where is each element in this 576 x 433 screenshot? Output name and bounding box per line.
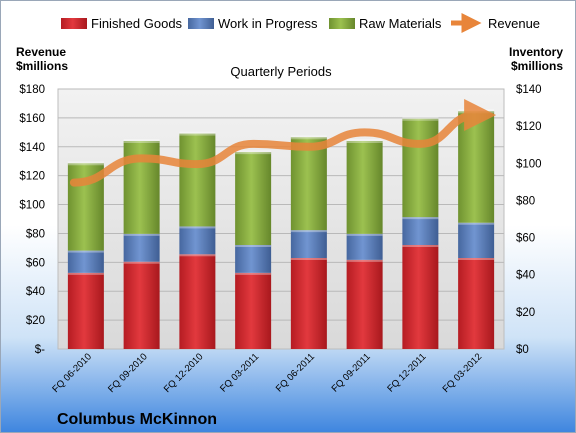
bar-raw-materials	[290, 137, 327, 231]
legend-label-work-in-progress: Work in Progress	[218, 16, 318, 31]
legend-label-finished-goods: Finished Goods	[91, 16, 183, 31]
category-label: FQ 12-2011	[385, 351, 428, 394]
bar-raw-materials	[346, 141, 383, 234]
right-tick-label: $100	[516, 158, 542, 170]
left-axis-title-line2: $millions	[16, 59, 68, 73]
bar-finished-goods	[179, 254, 216, 349]
category-label: FQ 12-2010	[162, 351, 206, 395]
legend: Finished Goods Work in Progress Raw Mate…	[61, 13, 540, 33]
bar-cap-raw-materials	[179, 131, 216, 136]
right-tick-label: $60	[516, 233, 535, 245]
bar-cap-work-in-progress	[179, 224, 216, 229]
left-tick-label: $120	[19, 171, 45, 183]
bar-work-in-progress	[402, 217, 439, 245]
category-label: FQ 09-2010	[106, 351, 150, 395]
right-axis-title-line1: Inventory	[509, 45, 563, 59]
bar-finished-goods	[123, 261, 160, 349]
bar-work-in-progress	[290, 230, 327, 258]
right-tick-label: $20	[516, 307, 535, 319]
stacked-bars	[67, 109, 495, 349]
bar-work-in-progress	[458, 222, 495, 258]
left-tick-label: $160	[19, 113, 45, 125]
left-tick-label: $60	[26, 257, 45, 269]
category-labels: FQ 06-2010 FQ 09-2010 FQ 12-2010 FQ 03-2011…	[50, 351, 484, 395]
bar-raw-materials	[458, 111, 495, 223]
right-axis-title-line2: $millions	[511, 59, 563, 73]
legend-swatch-finished-goods	[61, 18, 87, 29]
bar-work-in-progress	[67, 250, 104, 273]
bar-raw-materials	[235, 152, 272, 245]
left-tick-label: $20	[26, 315, 45, 327]
legend-item-raw-materials: Raw Materials	[329, 16, 442, 31]
legend-label-raw-materials: Raw Materials	[359, 16, 442, 31]
bar-raw-materials	[179, 133, 216, 227]
bar-cap-raw-materials	[67, 161, 104, 166]
category-label: FQ 03-2011	[218, 351, 261, 394]
category-label: FQ 09-2011	[330, 351, 373, 394]
category-label: FQ 06-2011	[274, 351, 317, 394]
left-axis-title-line1: Revenue	[16, 45, 66, 59]
left-tick-label: $-	[35, 344, 45, 356]
bar-work-in-progress	[123, 233, 160, 262]
left-tick-label: $140	[19, 142, 45, 154]
bar-work-in-progress	[179, 226, 216, 255]
right-tick-label: $80	[516, 195, 535, 207]
right-tick-label: $140	[516, 84, 542, 96]
left-tick-label: $100	[19, 200, 45, 212]
legend-label-revenue: Revenue	[488, 16, 540, 31]
bar-finished-goods	[402, 245, 439, 349]
category-label: FQ 03-2012	[441, 351, 485, 395]
bar-cap-raw-materials	[346, 139, 383, 143]
bar-finished-goods	[346, 259, 383, 349]
legend-item-revenue: Revenue	[451, 13, 540, 33]
bar-finished-goods	[67, 272, 104, 349]
bar-cap-raw-materials	[290, 135, 327, 140]
bar-cap-raw-materials	[123, 139, 160, 143]
right-tick-label: $120	[516, 121, 542, 133]
company-name: Columbus McKinnon	[57, 411, 217, 428]
bar-work-in-progress	[235, 245, 272, 273]
bar-finished-goods	[235, 272, 272, 349]
legend-item-work-in-progress: Work in Progress	[188, 16, 318, 31]
left-tick-label: $180	[19, 84, 45, 96]
bar-raw-materials	[402, 118, 439, 218]
revenue-line	[69, 99, 497, 187]
bar-finished-goods	[290, 258, 327, 349]
bar-cap-raw-materials	[235, 150, 272, 155]
left-tick-label: $40	[26, 286, 45, 298]
legend-swatch-work-in-progress	[188, 18, 214, 29]
category-label: FQ 06-2010	[50, 351, 94, 395]
right-tick-label: $0	[516, 344, 529, 356]
right-tick-label: $40	[516, 270, 535, 282]
legend-swatch-raw-materials	[329, 18, 355, 29]
bar-work-in-progress	[346, 233, 383, 260]
legend-item-finished-goods: Finished Goods	[61, 16, 183, 31]
left-tick-label: $80	[26, 228, 45, 240]
right-axis-ticks: $0 $20 $40 $60 $80 $100 $120 $140	[516, 84, 542, 356]
bar-finished-goods	[458, 258, 495, 349]
revenue-line-layer	[69, 99, 497, 187]
left-axis-ticks: $- $20 $40 $60 $80 $100 $120 $140 $160 $180	[19, 84, 45, 356]
chart-subtitle: Quarterly Periods	[230, 64, 332, 79]
bar-cap-raw-materials	[402, 116, 439, 121]
